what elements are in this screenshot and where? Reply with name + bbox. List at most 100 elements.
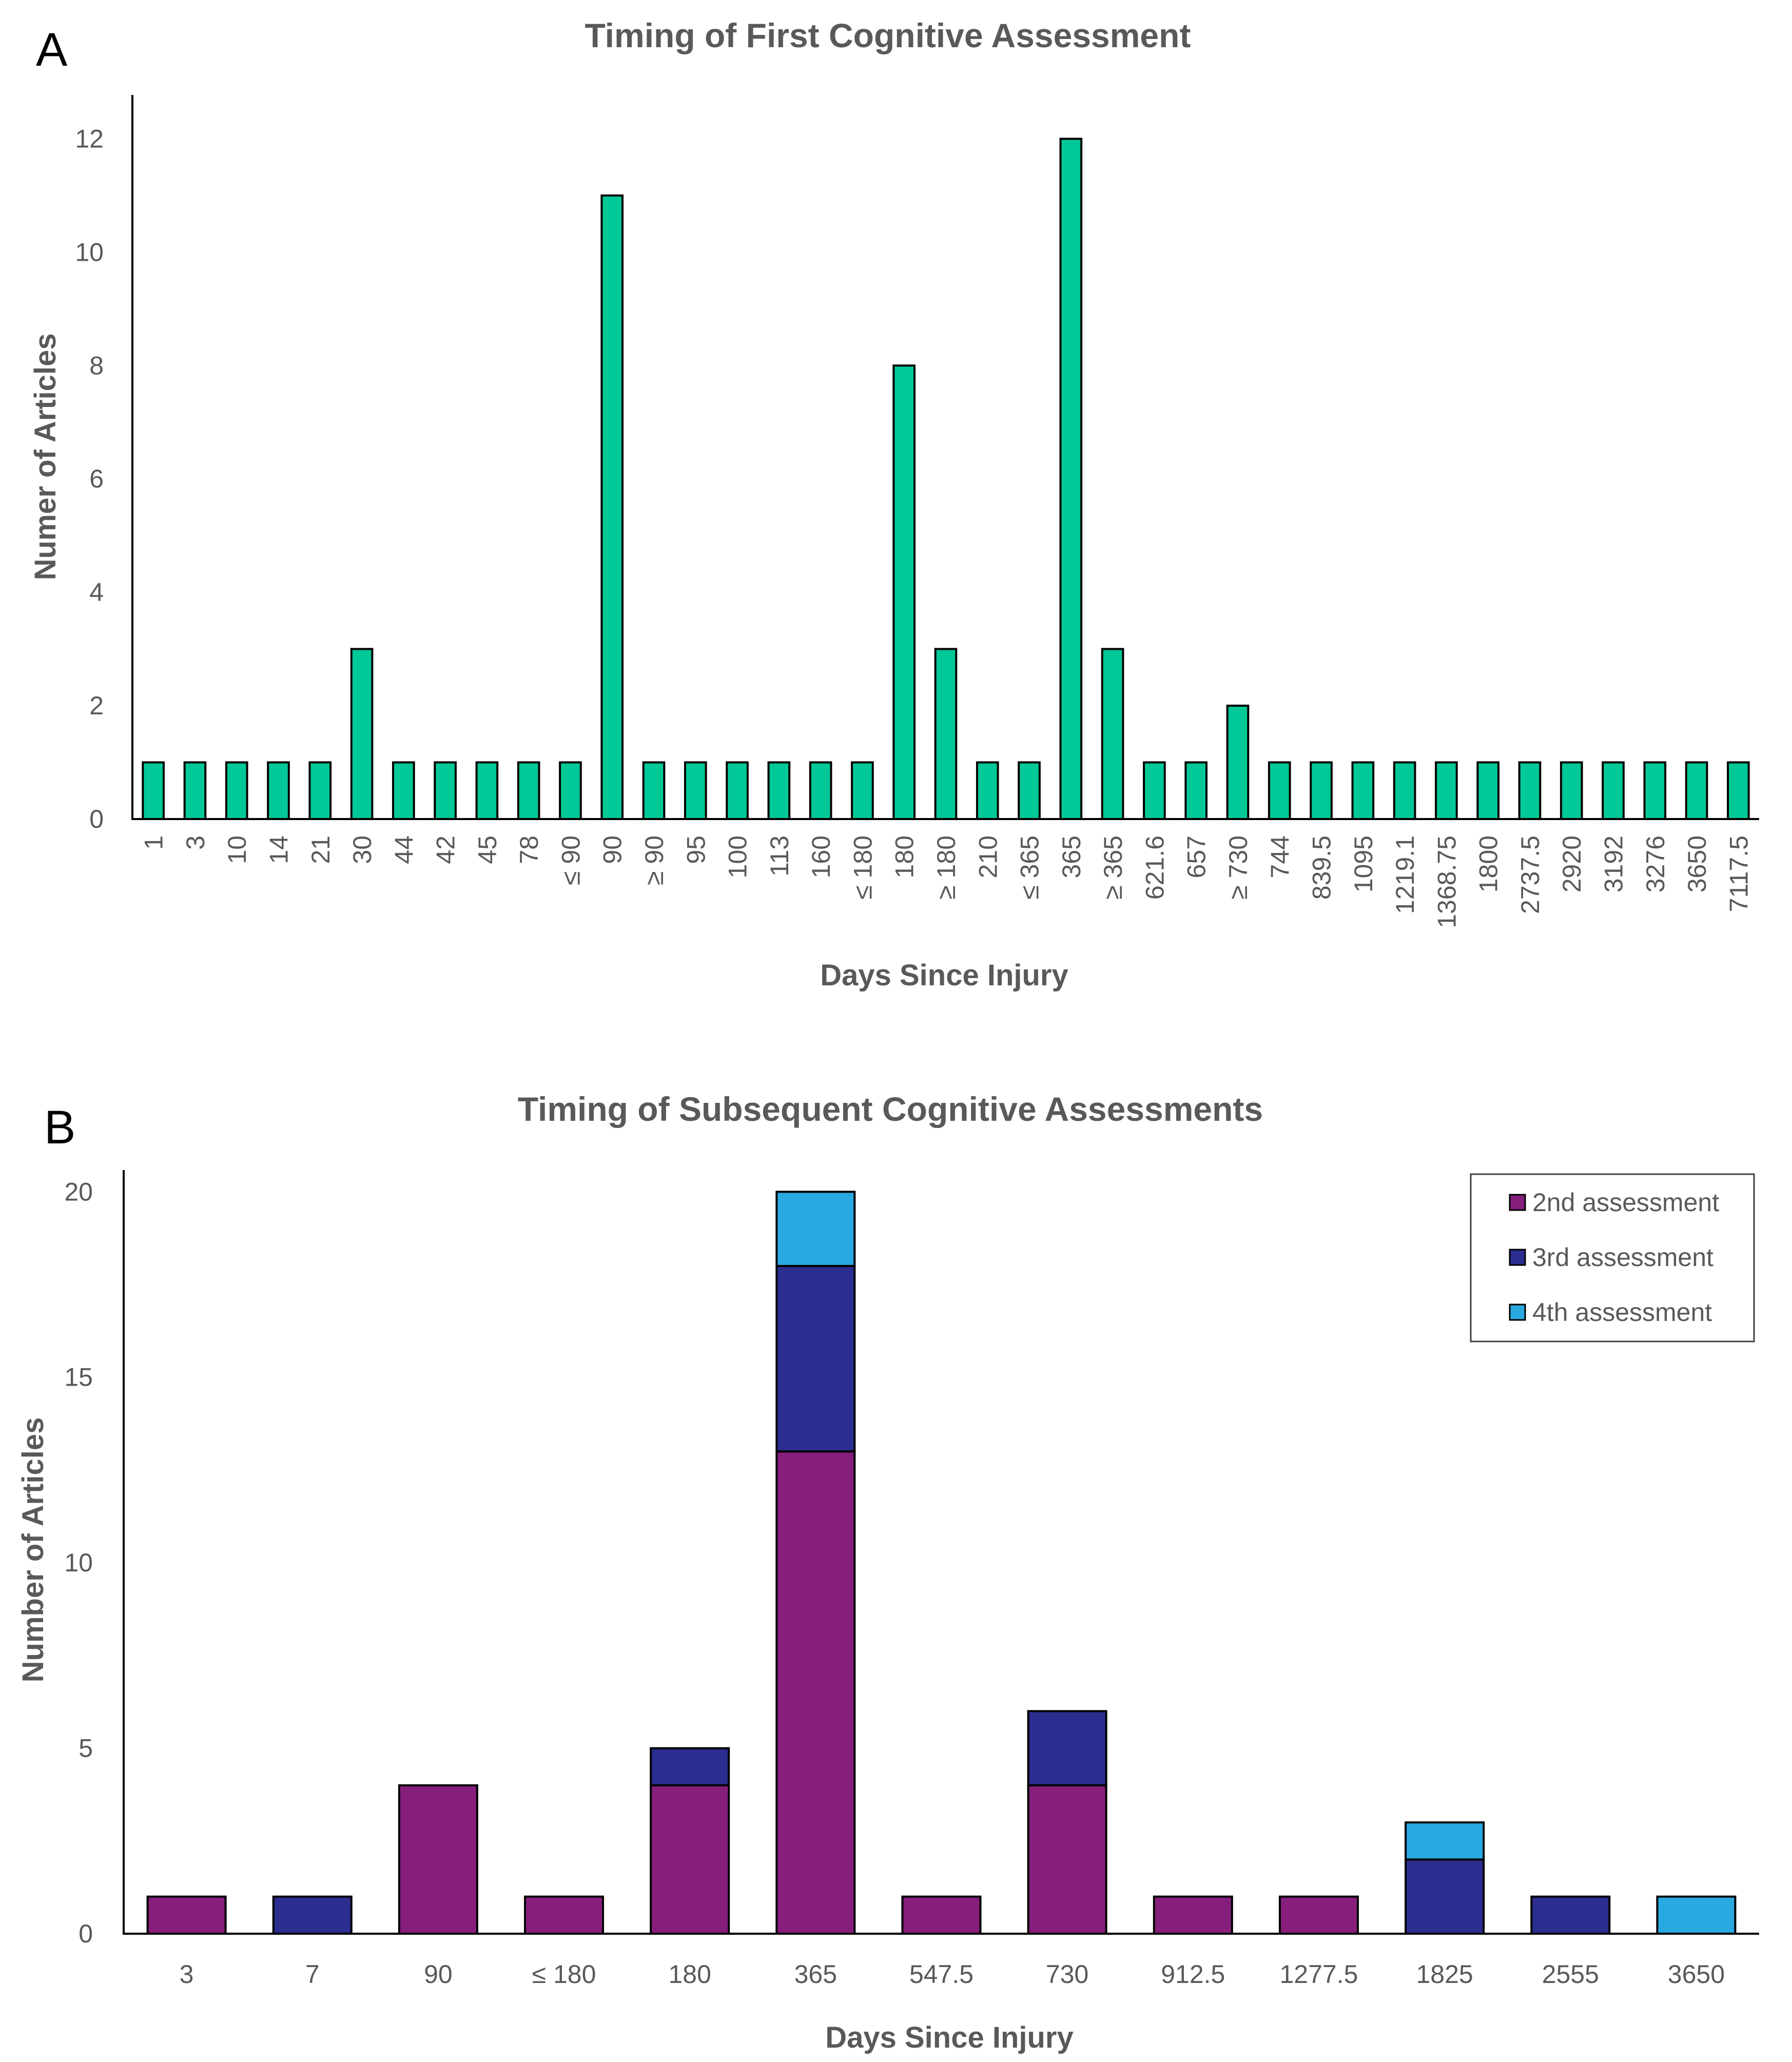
panel-a-bar-24 (1143, 761, 1166, 820)
panel-a-x-tick-22: 365 (1057, 835, 1086, 878)
panel-a-x-tick-8: 45 (473, 835, 502, 864)
panel-b-bar-3rd-7 (1027, 1710, 1107, 1786)
panel-a-x-tick-16: 160 (807, 835, 835, 878)
panel-b-x-tick-labels: 3 7 90 ≤ 180 180 365 547.5 730 912.5 1277.5 1825 25… (180, 1960, 1725, 1989)
legend-item-4th: 4th assessment (1509, 1298, 1712, 1327)
panel-b-bar-4th-12 (1656, 1895, 1737, 1935)
panel-b-bar-2nd-4 (650, 1784, 730, 1935)
panel-b-y-tick-15: 15 (64, 1363, 93, 1392)
panel-a-x-tick-20: 210 (973, 835, 1002, 878)
panel-b-x-tick-5: 365 (794, 1960, 837, 1989)
panel-a-x-tick-2: 10 (223, 835, 251, 864)
panel-a-bar-9 (517, 761, 540, 820)
panel-a-x-tick-33: 2737.5 (1516, 835, 1545, 914)
panel-b-bar-3rd-4 (650, 1747, 730, 1786)
panel-a-x-tick-19: ≥ 180 (932, 835, 961, 900)
panel-b-bar-4th-10 (1405, 1821, 1485, 1861)
legend-label-4th: 4th assessment (1532, 1298, 1712, 1327)
panel-b-bar-3rd-10 (1405, 1858, 1485, 1935)
panel-b-x-tick-0: 3 (180, 1960, 194, 1989)
panel-a-bar-4 (308, 761, 332, 820)
panel-a-x-tick-10: ≤ 90 (556, 835, 585, 885)
panel-a-title: Timing of First Cognitive Assessment (585, 16, 1191, 54)
panel-a-x-tick-7: 42 (432, 835, 460, 864)
panel-a-bar-1 (183, 761, 207, 820)
panel-a-x-tick-6: 44 (389, 835, 418, 864)
panel-a-bar-29 (1351, 761, 1375, 820)
panel-a-bar-23 (1101, 648, 1124, 820)
panel-a-bar-8 (475, 761, 499, 820)
panel-a-x-tick-32: 1800 (1474, 835, 1503, 892)
panel-a-x-tick-1: 3 (181, 835, 210, 850)
panel-a-x-tick-3: 14 (264, 835, 293, 864)
panel-a-y-tick-2: 2 (89, 691, 104, 720)
panel-a-bar-34 (1560, 761, 1583, 820)
legend-item-3rd: 3rd assessment (1509, 1243, 1713, 1272)
panel-a-bar-19 (934, 648, 958, 820)
panel-a-x-tick-4: 21 (306, 835, 335, 864)
panel-b-bar-2nd-9 (1278, 1895, 1359, 1935)
panel-b-bar-2nd-6 (901, 1895, 982, 1935)
panel-a-bar-30 (1393, 761, 1416, 820)
panel-a-bar-33 (1518, 761, 1542, 820)
panel-b-x-tick-3: ≤ 180 (532, 1960, 596, 1989)
panel-a-y-tick-12: 12 (75, 124, 104, 153)
panel-b-x-tick-4: 180 (668, 1960, 711, 1989)
panel-a-bar-37 (1685, 761, 1708, 820)
panel-a-bar-38 (1727, 761, 1750, 820)
panel-b-x-tick-10: 1825 (1416, 1960, 1473, 1989)
legend-label-2nd: 2nd assessment (1532, 1188, 1719, 1217)
panel-b-x-tick-9: 1277.5 (1279, 1960, 1358, 1989)
legend-swatch-2nd (1509, 1194, 1526, 1211)
panel-a-bar-35 (1602, 761, 1625, 820)
panel-a-x-tick-21: ≤ 365 (1016, 835, 1044, 900)
panel-a-bar-36 (1643, 761, 1667, 820)
panel-a-bar-12 (642, 761, 666, 820)
panel-a-bar-15 (767, 761, 791, 820)
panel-b-bar-2nd-7 (1027, 1784, 1107, 1935)
panel-b-bar-3rd-11 (1530, 1895, 1611, 1935)
panel-b-x-tick-1: 7 (305, 1960, 320, 1989)
legend-item-2nd: 2nd assessment (1509, 1188, 1719, 1217)
panel-b-legend: 2nd assessment 3rd assessment 4th assess… (1470, 1173, 1755, 1343)
panel-a-x-tick-37: 3650 (1683, 835, 1711, 892)
panel-a-x-tick-34: 2920 (1557, 835, 1586, 892)
panel-a-x-tick-28: 839.5 (1308, 835, 1336, 900)
panel-a-bar-6 (392, 761, 415, 820)
panel-a-bar-7 (434, 761, 457, 820)
panel-b-bar-3rd-5 (775, 1265, 856, 1453)
panel-a-bar-25 (1184, 761, 1208, 820)
panel-b-x-tick-8: 912.5 (1161, 1960, 1225, 1989)
panel-a-x-tick-9: 78 (515, 835, 543, 864)
panel-a-x-tick-14: 100 (724, 835, 752, 878)
panel-a-bar-0 (142, 761, 165, 820)
panel-b-x-axis-title: Days Since Injury (825, 2021, 1074, 2054)
panel-b-y-tick-5: 5 (79, 1734, 93, 1763)
panel-a-y-tick-0: 0 (89, 805, 104, 833)
panel-a-bars (142, 138, 1750, 820)
panel-b-bar-4th-5 (775, 1191, 856, 1267)
panel-a-x-tick-15: 113 (765, 835, 794, 877)
panel-a-x-tick-24: 621.6 (1140, 835, 1169, 900)
panel-a-x-tick-27: 744 (1265, 835, 1294, 878)
panel-a-bar-5 (350, 648, 374, 820)
panel-b-y-ticks: 0 5 10 15 20 (64, 1177, 93, 1948)
panel-a-bar-17 (851, 761, 874, 820)
panel-b-x-tick-11: 2555 (1542, 1960, 1599, 1989)
panel-a-x-tick-26: ≥ 730 (1224, 835, 1253, 900)
panel-a-x-tick-0: 1 (140, 835, 168, 850)
panel-a-y-tick-10: 10 (75, 238, 104, 266)
panel-a-label: A (36, 24, 68, 76)
panel-a-x-tick-12: ≥ 90 (640, 835, 669, 885)
panel-a-bar-27 (1268, 761, 1291, 820)
panel-b-x-tick-6: 547.5 (909, 1960, 973, 1989)
panel-a-x-tick-labels: 1 3 10 14 21 30 44 42 45 78 ≤ 90 90 ≥ 90 95 100 113 160 ≤… (140, 835, 1754, 928)
legend-label-3rd: 3rd assessment (1532, 1243, 1713, 1272)
panel-b-bar-2nd-2 (398, 1784, 478, 1935)
panel-b-bars (146, 1191, 1737, 1935)
panel-a-bar-28 (1310, 761, 1333, 820)
panel-a-y-tick-6: 6 (89, 464, 104, 493)
panel-a-bar-20 (976, 761, 999, 820)
panel-b-y-axis-title: Number of Articles (16, 1417, 50, 1683)
panel-a-x-tick-11: 90 (598, 835, 627, 864)
